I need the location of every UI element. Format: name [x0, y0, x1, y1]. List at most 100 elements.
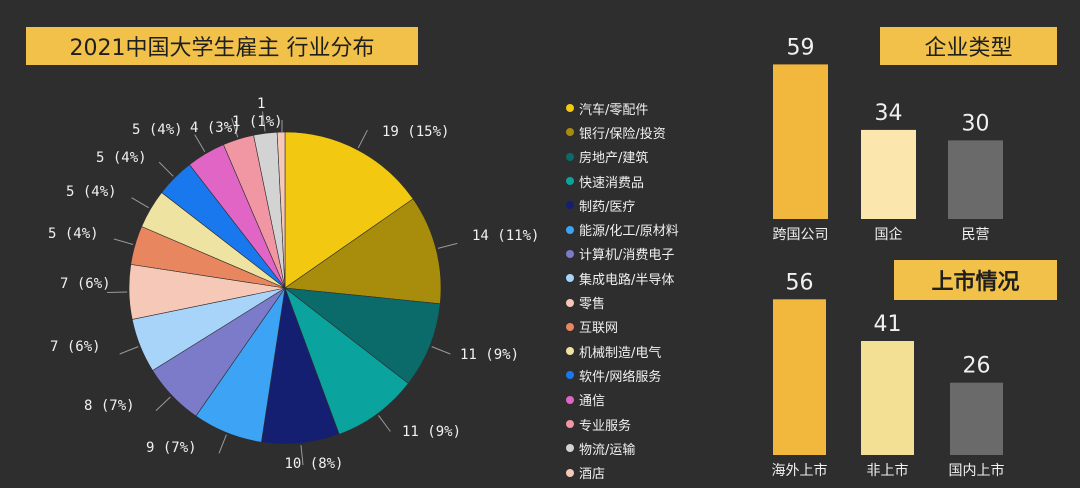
pie-data-label: 4 (3%) [190, 120, 241, 136]
bar-value-label: 30 [962, 111, 990, 136]
bar-value-label: 59 [787, 35, 815, 60]
legend-item: 银行/保险/投资 [566, 120, 679, 144]
bar [861, 341, 914, 455]
leader-line [300, 445, 304, 466]
pie-data-label: 5 (4%) [48, 226, 99, 242]
legend-label: 软件/网络服务 [579, 369, 662, 385]
bar-value-label: 56 [786, 270, 814, 295]
legend-label: 集成电路/半导体 [579, 272, 675, 288]
legend-label: 专业服务 [579, 418, 632, 434]
legend-item: 专业服务 [566, 412, 679, 436]
legend-swatch [566, 420, 574, 428]
legend-label: 机械制造/电气 [579, 345, 662, 361]
legend-label: 通信 [579, 394, 606, 410]
bar-value-label: 41 [874, 312, 902, 337]
legend-label: 银行/保险/投资 [579, 126, 666, 142]
leader-line [107, 291, 128, 293]
pie-slice [284, 198, 442, 305]
leader-line [437, 242, 458, 249]
leader-line [158, 161, 174, 177]
legend-swatch [566, 104, 574, 113]
bar-category-label: 国企 [875, 226, 903, 243]
legend-item: 房地产/建筑 [566, 145, 679, 169]
legend-item: 快速消费品 [566, 169, 679, 193]
bar [950, 382, 1003, 455]
bar-category-label: 国内上市 [949, 462, 1005, 479]
leader-line [431, 346, 451, 355]
pie-slice [283, 287, 441, 384]
legend-swatch [566, 395, 574, 404]
legend-label: 能源/化工/原材料 [579, 224, 679, 240]
legend-swatch [566, 371, 574, 380]
pie-data-label: 5 (4%) [66, 184, 117, 200]
pie-data-label: 7 (6%) [60, 276, 111, 292]
pie-slice [284, 131, 414, 289]
legend-item: 计算机/消费电子 [566, 242, 679, 266]
legend-swatch [566, 274, 574, 283]
legend-item: 软件/网络服务 [566, 363, 679, 387]
legend-swatch [566, 177, 574, 186]
legend-item: 酒店 [566, 460, 679, 484]
leader-line [155, 396, 171, 411]
leader-line [218, 434, 227, 454]
pie-data-label: 5 (4%) [132, 122, 183, 138]
legend-swatch [566, 225, 574, 234]
bar [773, 64, 828, 220]
legend-label: 计算机/消费电子 [579, 248, 675, 264]
legend-label: 房地产/建筑 [579, 151, 649, 167]
bar-value-label: 26 [963, 354, 991, 379]
pie-data-label: 9 (7%) [146, 440, 197, 456]
bar-category-label: 跨国公司 [773, 227, 829, 243]
pie-data-label: 11 (9%) [460, 347, 519, 363]
pie-data-label: 19 (15%) [382, 124, 449, 140]
leader-line [231, 118, 239, 138]
legend-swatch [566, 201, 574, 210]
legend-label: 酒店 [579, 467, 606, 483]
bar-category-label: 海外上市 [772, 462, 828, 479]
legend-label: 快速消费品 [579, 175, 645, 191]
legend-label: 物流/运输 [579, 442, 636, 458]
pie-data-label: 8 (7%) [84, 398, 135, 414]
bar-category-label: 非上市 [867, 462, 909, 479]
legend-swatch [566, 152, 574, 161]
leader-line [131, 197, 150, 209]
bar-value-label: 34 [875, 101, 903, 126]
pie-data-label: 14 (11%) [472, 228, 539, 244]
pie-data-label: 7 (6%) [50, 339, 101, 355]
legend-item: 集成电路/半导体 [566, 266, 679, 290]
legend-swatch [566, 468, 574, 477]
legend-item: 汽车/零配件 [566, 96, 679, 120]
legend-item: 制药/医疗 [566, 193, 679, 217]
pie-slice [276, 131, 286, 289]
leader-line [357, 129, 368, 149]
bar [861, 129, 916, 219]
company-type-title: 企业类型 [880, 27, 1057, 65]
legend-item: 机械制造/电气 [566, 339, 679, 363]
leader-line [194, 134, 206, 153]
main-title: 2021中国大学生雇主 行业分布 [26, 27, 418, 65]
legend-label: 互联网 [579, 321, 619, 337]
legend-item: 能源/化工/原材料 [566, 217, 679, 241]
legend-label: 零售 [579, 297, 606, 313]
leader-line [262, 111, 266, 132]
listing-status-title: 上市情况 [894, 260, 1057, 300]
bar [773, 299, 826, 455]
legend-label: 汽车/零配件 [579, 102, 649, 118]
legend-item: 互联网 [566, 315, 679, 339]
leader-line [119, 346, 139, 355]
legend-item: 通信 [566, 388, 679, 412]
legend-item: 物流/运输 [566, 436, 679, 460]
legend-swatch [566, 298, 574, 307]
leader-line [113, 238, 134, 245]
bar [948, 140, 1003, 219]
legend-label: 制药/医疗 [579, 199, 636, 215]
legend-item: 零售 [566, 290, 679, 314]
legend-swatch [566, 444, 574, 453]
pie-data-label: 5 (4%) [96, 150, 147, 166]
legend-swatch [566, 322, 574, 331]
pie-slice [284, 287, 409, 435]
pie-data-label: 1 (1%) [232, 114, 283, 130]
pie-data-label: 10 (8%) [284, 456, 343, 472]
bar-category-label: 民营 [962, 227, 990, 243]
